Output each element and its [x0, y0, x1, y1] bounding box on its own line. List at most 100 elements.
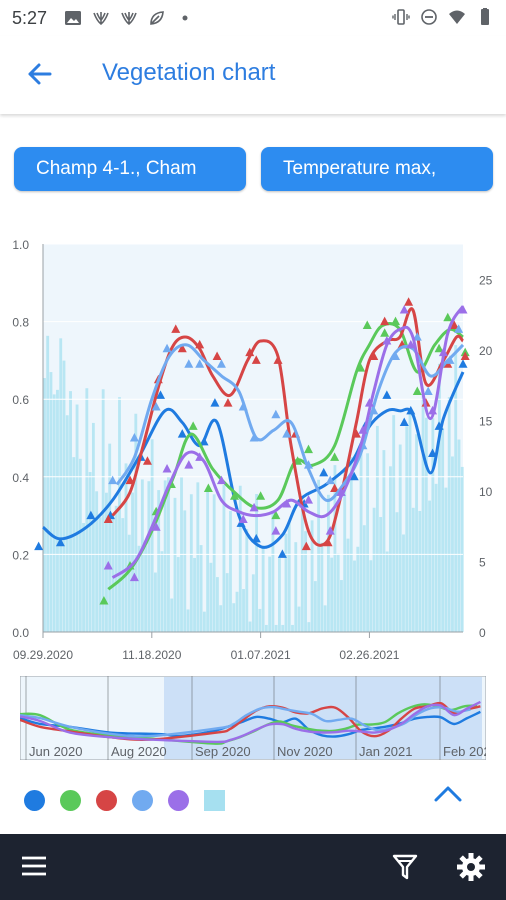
data-point [319, 467, 329, 477]
legend-series-swatch-2[interactable] [60, 790, 81, 811]
chevron-up-icon[interactable] [432, 780, 464, 808]
data-point [99, 595, 109, 605]
data-point [162, 464, 172, 473]
parameter-selector-button[interactable]: Temperature max, [261, 147, 493, 191]
temperature-bar [173, 497, 177, 632]
data-point [210, 398, 220, 407]
data-point [216, 359, 226, 368]
temperature-bar [284, 533, 288, 632]
data-point [184, 359, 194, 368]
data-point [303, 444, 313, 454]
image-icon [65, 11, 81, 25]
temperature-bar [411, 507, 415, 632]
data-point [428, 448, 438, 458]
data-point [34, 541, 44, 551]
data-point [177, 343, 187, 353]
data-point [445, 355, 455, 364]
temperature-bar [281, 624, 285, 632]
data-point [171, 324, 181, 333]
data-point [423, 386, 433, 395]
vegetation-chart[interactable]: 0.0 0.2 0.4 0.6 0.8 1.0 0 5 10 15 20 25 09.29.2020 11… [0, 230, 506, 670]
temperature-bar [271, 510, 275, 632]
temperature-bar [362, 525, 366, 632]
temperature-bar [225, 573, 229, 632]
temperature-bar [287, 522, 291, 632]
temperature-bar [209, 562, 213, 632]
data-point [203, 483, 213, 492]
field-selector-button[interactable]: Champ 4-1., Cham [14, 147, 246, 191]
temperature-bar [147, 481, 151, 632]
data-point [125, 475, 135, 485]
series-line [111, 307, 465, 547]
temperature-bar [395, 512, 399, 632]
temperature-bar [245, 529, 249, 632]
filter-icon[interactable] [392, 853, 418, 881]
legend-series-swatch-3[interactable] [96, 790, 117, 811]
temperature-bar [385, 551, 389, 632]
data-point [103, 514, 113, 523]
legend-series-swatch-4[interactable] [132, 790, 153, 811]
data-point [151, 522, 161, 531]
data-point [177, 429, 187, 438]
menu-icon[interactable] [20, 854, 48, 878]
data-point [406, 339, 416, 349]
battery-icon [481, 8, 489, 25]
legend-series-swatch-5[interactable] [168, 790, 189, 811]
data-point [362, 320, 372, 329]
data-point [55, 537, 65, 547]
temperature-bar [78, 458, 82, 632]
data-point [230, 491, 240, 500]
temperature-bar [62, 360, 66, 632]
temperature-bar [405, 426, 409, 632]
data-point [86, 510, 96, 520]
data-point [282, 429, 292, 438]
temperature-bar [222, 484, 226, 632]
temperature-bar [258, 608, 262, 632]
data-point [434, 421, 444, 430]
temperature-bar [199, 545, 203, 632]
temperature-bar [349, 457, 353, 632]
temperature-bar [114, 505, 118, 632]
status-time: 5:27 [12, 8, 48, 28]
temperature-bar [434, 483, 438, 632]
temperature-bar [460, 466, 464, 632]
data-point [251, 355, 261, 364]
temperature-bar [196, 482, 200, 632]
temperature-bar [366, 453, 369, 632]
temperature-bar [353, 560, 356, 632]
legend-temperature-swatch[interactable] [204, 790, 225, 811]
temperature-bar [75, 404, 79, 632]
temperature-bar [160, 551, 164, 632]
navigator-tick-label: Jun 2020 [29, 744, 83, 759]
data-point [399, 417, 409, 426]
temperature-bar [105, 492, 108, 632]
data-point [238, 401, 248, 411]
wifi-icon [449, 10, 465, 24]
temperature-bar [372, 507, 376, 632]
temperature-bar [428, 500, 432, 632]
temperature-bar [356, 546, 360, 632]
navigator-tick-label: Sep 2020 [195, 744, 251, 759]
temperature-bar [278, 558, 281, 632]
temperature-bar [65, 415, 69, 632]
data-point [212, 351, 222, 361]
temperature-bar [326, 494, 330, 632]
legend-series-swatch-1[interactable] [24, 790, 45, 811]
settings-gear-icon[interactable] [456, 852, 486, 882]
data-point [277, 549, 287, 558]
temperature-bar [454, 345, 458, 632]
data-point [349, 471, 359, 481]
range-navigator[interactable]: Jun 2020 Aug 2020 Sep 2020 Nov 2020 Jan 2021… [20, 676, 486, 760]
x-axis-tick-label: 09.29.2020 [13, 648, 73, 662]
data-point [399, 304, 409, 314]
data-point [271, 409, 281, 419]
temperature-bar [274, 624, 278, 632]
back-arrow-icon[interactable] [22, 56, 58, 92]
right-axis-tick-label: 15 [479, 414, 493, 428]
data-point [188, 421, 198, 430]
system-icons [392, 8, 494, 26]
temperature-bar [340, 580, 343, 632]
temperature-bar [85, 388, 89, 632]
page-title: Vegetation chart [102, 59, 276, 86]
data-point [301, 541, 311, 551]
